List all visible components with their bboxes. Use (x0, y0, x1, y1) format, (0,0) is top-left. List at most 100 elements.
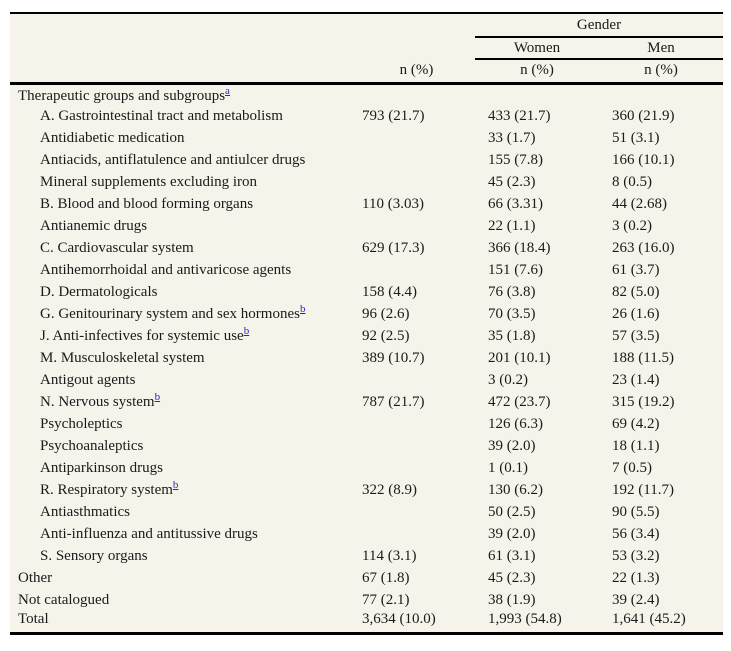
table-row: Therapeutic groups and subgroupsa (10, 83, 723, 105)
col-men-value: 44 (2.68) (612, 195, 667, 212)
footnote-marker[interactable]: b (243, 325, 250, 337)
table-row: M. Musculoskeletal system 389 (10.7) 201… (10, 347, 723, 369)
col-men-value: 61 (3.7) (612, 261, 660, 278)
row-label: Antihemorrhoidal and antivaricose agents (10, 259, 358, 281)
col-women-value: 472 (23.7) (488, 393, 551, 410)
table-row: Total 3,634 (10.0) 1,993 (54.8) 1,641 (4… (10, 611, 723, 633)
col-men-value: 7 (0.5) (612, 459, 652, 476)
row-label: D. Dermatologicals (10, 281, 358, 303)
col-women-value: 35 (1.8) (488, 327, 536, 344)
header-spacer (10, 13, 475, 37)
col-men-value: 18 (1.1) (612, 437, 660, 454)
col-women-value: 155 (7.8) (488, 151, 543, 168)
col-women-value: 39 (2.0) (488, 437, 536, 454)
table-row: J. Anti-infectives for systemic useb 92 … (10, 325, 723, 347)
footnote-marker[interactable]: b (154, 391, 161, 403)
table-row: D. Dermatologicals 158 (4.4) 76 (3.8) 82… (10, 281, 723, 303)
header-n-pct-men: n (%) (599, 59, 723, 85)
table-row: Psycholeptics 126 (6.3) 69 (4.2) (10, 413, 723, 435)
row-label-text: Antihemorrhoidal and antivaricose agents (40, 261, 292, 278)
col-n-value: 787 (21.7) (362, 393, 425, 410)
footnote-marker[interactable]: a (225, 84, 230, 97)
row-label: N. Nervous systemb (10, 391, 358, 413)
row-label: A. Gastrointestinal tract and metabolism (10, 105, 358, 127)
row-label: Antidiabetic medication (10, 127, 358, 149)
col-men-value (599, 83, 723, 105)
header-spacer (10, 37, 475, 59)
table-row: C. Cardiovascular system 629 (17.3) 366 … (10, 237, 723, 259)
table-header: Gender Women Men n (%) n (%) n (%) (10, 13, 723, 85)
row-label-text: Not catalogued (18, 591, 110, 608)
col-men-value: 188 (11.5) (612, 349, 674, 366)
col-men-value: 8 (0.5) (612, 173, 652, 190)
row-label: Not catalogued (10, 589, 358, 611)
table-body: Therapeutic groups and subgroupsa A. Gas… (10, 83, 723, 633)
header-spacer (10, 59, 358, 85)
table-row: A. Gastrointestinal tract and metabolism… (10, 105, 723, 127)
col-women-value: 1 (0.1) (488, 459, 528, 476)
row-label-text: Other (18, 569, 53, 586)
table-row: Psychoanaleptics 39 (2.0) 18 (1.1) (10, 435, 723, 457)
row-label: Psychoanaleptics (10, 435, 358, 457)
col-women-value: 61 (3.1) (488, 547, 536, 564)
header-men: Men (599, 37, 723, 60)
col-n-value: 793 (21.7) (362, 107, 425, 124)
col-men-value: 22 (1.3) (612, 569, 660, 586)
col-men-value: 51 (3.1) (612, 129, 660, 146)
table-row: Other 67 (1.8) 45 (2.3) 22 (1.3) (10, 567, 723, 589)
col-n-value: 389 (10.7) (362, 349, 425, 366)
col-n-value (358, 171, 475, 193)
row-label-text: A. Gastrointestinal tract and metabolism (40, 107, 283, 124)
row-label-text: Anti-influenza and antitussive drugs (40, 525, 258, 542)
header-gender: Gender (475, 13, 723, 38)
col-women-value: 201 (10.1) (488, 349, 551, 366)
row-label: Therapeutic groups and subgroupsa (10, 83, 358, 105)
col-men-value: 315 (19.2) (612, 393, 675, 410)
col-women-value: 39 (2.0) (488, 525, 536, 542)
col-n-value (358, 83, 475, 105)
row-label-text: M. Musculoskeletal system (40, 349, 205, 366)
row-label: S. Sensory organs (10, 545, 358, 567)
col-men-value: 1,641 (45.2) (612, 611, 686, 628)
col-women-value: 1,993 (54.8) (488, 611, 562, 628)
row-label-text: C. Cardiovascular system (40, 239, 194, 256)
row-label-text: Antiparkinson drugs (40, 459, 163, 476)
col-men-value: 90 (5.5) (612, 503, 660, 520)
row-label-text: D. Dermatologicals (40, 283, 158, 300)
col-n-value: 77 (2.1) (362, 591, 410, 608)
row-label: C. Cardiovascular system (10, 237, 358, 259)
table-row: Antiacids, antiflatulence and antiulcer … (10, 149, 723, 171)
therapeutic-groups-table: Gender Women Men n (%) n (%) n (%) Thera… (10, 12, 723, 635)
footnote-marker[interactable]: b (172, 479, 179, 491)
row-label-text: Antiacids, antiflatulence and antiulcer … (40, 151, 306, 168)
header-row-npct: n (%) n (%) n (%) (10, 59, 723, 85)
row-label-text: S. Sensory organs (40, 547, 148, 564)
col-men-value: 82 (5.0) (612, 283, 660, 300)
header-n-pct-total: n (%) (358, 59, 475, 85)
col-women-value: 50 (2.5) (488, 503, 536, 520)
row-label-text: Mineral supplements excluding iron (40, 173, 258, 190)
data-table: Gender Women Men n (%) n (%) n (%) Thera… (10, 12, 723, 635)
col-n-value (358, 413, 475, 435)
col-men-value: 360 (21.9) (612, 107, 675, 124)
col-n-value (358, 259, 475, 281)
row-label-text: Total (18, 611, 49, 628)
footnote-marker[interactable]: b (299, 303, 306, 315)
col-n-value (358, 523, 475, 545)
col-n-value (358, 215, 475, 237)
row-label: B. Blood and blood forming organs (10, 193, 358, 215)
row-label-text: J. Anti-infectives for systemic use (40, 327, 244, 344)
col-men-value: 23 (1.4) (612, 371, 660, 388)
col-men-value: 26 (1.6) (612, 305, 660, 322)
row-label: Mineral supplements excluding iron (10, 171, 358, 193)
col-women-value: 151 (7.6) (488, 261, 543, 278)
col-n-value: 3,634 (10.0) (362, 611, 436, 628)
col-n-value (358, 501, 475, 523)
col-women-value: 76 (3.8) (488, 283, 536, 300)
header-women: Women (475, 37, 599, 60)
row-label: Anti-influenza and antitussive drugs (10, 523, 358, 545)
col-men-value: 57 (3.5) (612, 327, 660, 344)
table-row: Antidiabetic medication 33 (1.7) 51 (3.1… (10, 127, 723, 149)
col-men-value: 56 (3.4) (612, 525, 660, 542)
table-row: Anti-influenza and antitussive drugs 39 … (10, 523, 723, 545)
